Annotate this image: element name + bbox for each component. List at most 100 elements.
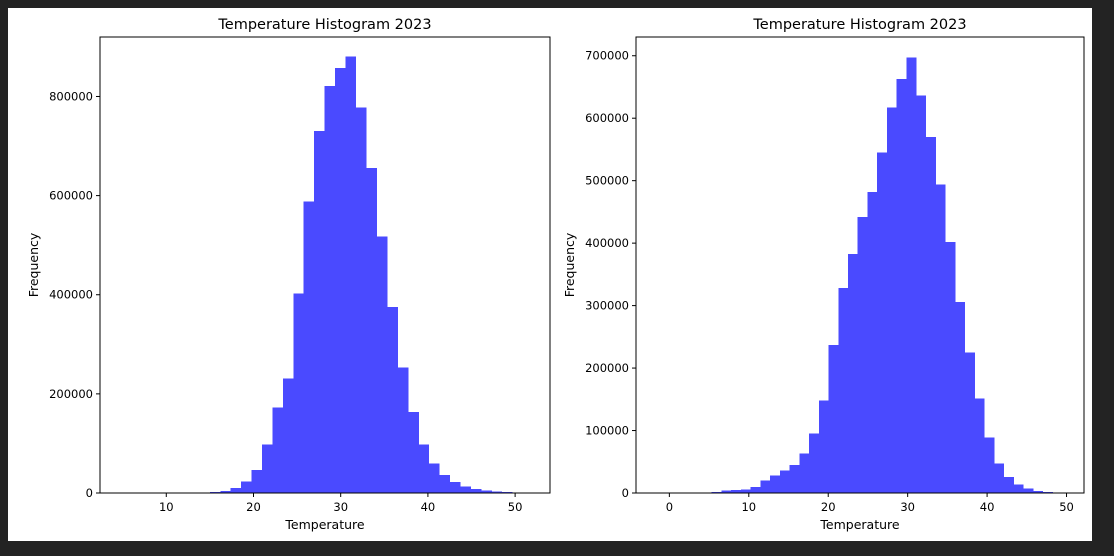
histogram-bar	[828, 344, 839, 493]
histogram-bars	[701, 57, 1063, 494]
histogram-bar	[770, 475, 781, 493]
histogram-bar	[1033, 491, 1044, 493]
histogram-bar	[418, 444, 430, 493]
histogram-bar	[272, 407, 284, 493]
x-axis-label: Temperature	[819, 517, 899, 532]
histogram-bar	[345, 56, 357, 493]
histogram-bars	[199, 56, 534, 494]
histogram-bar	[262, 444, 273, 493]
x-tick-label: 50	[1059, 500, 1074, 514]
x-tick-label: 50	[508, 500, 523, 514]
histogram-bar	[964, 352, 975, 493]
chart-panel-2: 0 10 20 30 40 50 0 100000 200000 300000 400000 5000…	[562, 17, 1085, 532]
x-tick-label: 20	[821, 500, 836, 514]
histogram-bar	[916, 95, 927, 493]
histogram-bar	[449, 482, 461, 493]
histogram-bar	[1042, 491, 1053, 493]
histogram-bar	[896, 78, 907, 493]
histogram-bar	[241, 481, 252, 493]
x-tick-label: 40	[421, 500, 436, 514]
histogram-bar	[376, 236, 388, 493]
chart-title: Temperature Histogram 2023	[217, 17, 431, 33]
y-tick-label: 400000	[49, 288, 93, 302]
histogram-bar	[857, 216, 868, 493]
x-tick-label: 30	[900, 500, 915, 514]
y-tick-label: 600000	[49, 189, 93, 203]
histogram-bar	[491, 491, 503, 493]
histogram-bar	[945, 241, 956, 493]
histogram-bar	[1023, 488, 1034, 493]
histogram-bar	[366, 167, 378, 493]
histogram-bar	[984, 437, 995, 493]
x-tick-label: 10	[159, 500, 174, 514]
y-tick-label: 200000	[49, 387, 93, 401]
histogram-bar	[809, 433, 820, 493]
histogram-bar	[335, 68, 346, 494]
y-tick-label: 200000	[585, 361, 629, 375]
histogram-bar	[779, 470, 790, 493]
x-axis-label: Temperature	[284, 517, 364, 532]
histogram-bar	[1003, 476, 1014, 493]
histogram-bar	[789, 464, 800, 493]
histogram-bar	[731, 489, 742, 493]
y-axis-label: Frequency	[562, 232, 577, 297]
plot-frame	[99, 36, 551, 494]
histogram-bar	[886, 107, 897, 493]
histogram-bar	[1013, 484, 1024, 493]
y-tick-label: 0	[622, 486, 629, 500]
histogram-bar	[220, 491, 232, 493]
histogram-bar	[251, 470, 263, 493]
histogram-bar	[324, 86, 336, 493]
histogram-bar	[397, 367, 409, 493]
y-tick-label: 400000	[585, 236, 629, 250]
figure: 10 20 30 40 50 0 200000 400000 600000 800000 Tempe…	[8, 8, 1092, 541]
y-tick-label: 100000	[585, 424, 629, 438]
y-tick-label: 800000	[49, 89, 93, 103]
histogram-bar	[314, 131, 325, 494]
histogram-bar	[974, 398, 985, 493]
histogram-bar	[955, 301, 966, 493]
histogram-bar	[439, 475, 451, 493]
y-tick-label: 300000	[585, 299, 629, 313]
x-tick-label: 20	[246, 500, 261, 514]
y-tick-label: 700000	[585, 49, 629, 63]
histogram-bar	[293, 293, 305, 493]
histogram-bar	[460, 486, 471, 493]
x-tick-label: 40	[980, 500, 995, 514]
y-tick-label: 500000	[585, 174, 629, 188]
chart-panel-1: 10 20 30 40 50 0 200000 400000 600000 800000 Tempe…	[26, 17, 551, 532]
y-axis-label: Frequency	[26, 232, 41, 297]
histogram-bar	[877, 152, 888, 493]
histogram-bar	[408, 412, 419, 493]
y-tick-label: 600000	[585, 111, 629, 125]
histogram-bar	[470, 489, 482, 493]
histogram-bar	[848, 253, 859, 493]
x-tick-label: 10	[741, 500, 756, 514]
histogram-bar	[721, 490, 732, 493]
histogram-bar	[906, 57, 917, 494]
histogram-figure: 10 20 30 40 50 0 200000 400000 600000 800000 Tempe…	[26, 17, 1085, 532]
chart-title: Temperature Histogram 2023	[752, 17, 966, 33]
histogram-bar	[818, 400, 829, 493]
histogram-bar	[838, 288, 849, 493]
histogram-bar	[355, 107, 367, 493]
histogram-bar	[303, 201, 315, 493]
histogram-bar	[760, 480, 771, 493]
histogram-bar	[481, 490, 492, 493]
histogram-bar	[282, 378, 294, 493]
histogram-bar	[740, 489, 751, 493]
histogram-bar	[750, 486, 761, 493]
x-tick-label: 0	[666, 500, 673, 514]
histogram-bar	[925, 136, 936, 493]
histogram-bar	[387, 307, 398, 493]
histogram-bar	[711, 491, 722, 493]
histogram-bar	[867, 191, 878, 494]
plot-frame	[635, 36, 1085, 494]
histogram-bar	[230, 488, 242, 493]
histogram-bar	[994, 463, 1005, 493]
y-tick-label: 0	[86, 486, 93, 500]
histogram-bar	[935, 184, 946, 494]
x-tick-label: 30	[333, 500, 348, 514]
histogram-bar	[428, 463, 440, 493]
histogram-bar	[799, 453, 810, 493]
